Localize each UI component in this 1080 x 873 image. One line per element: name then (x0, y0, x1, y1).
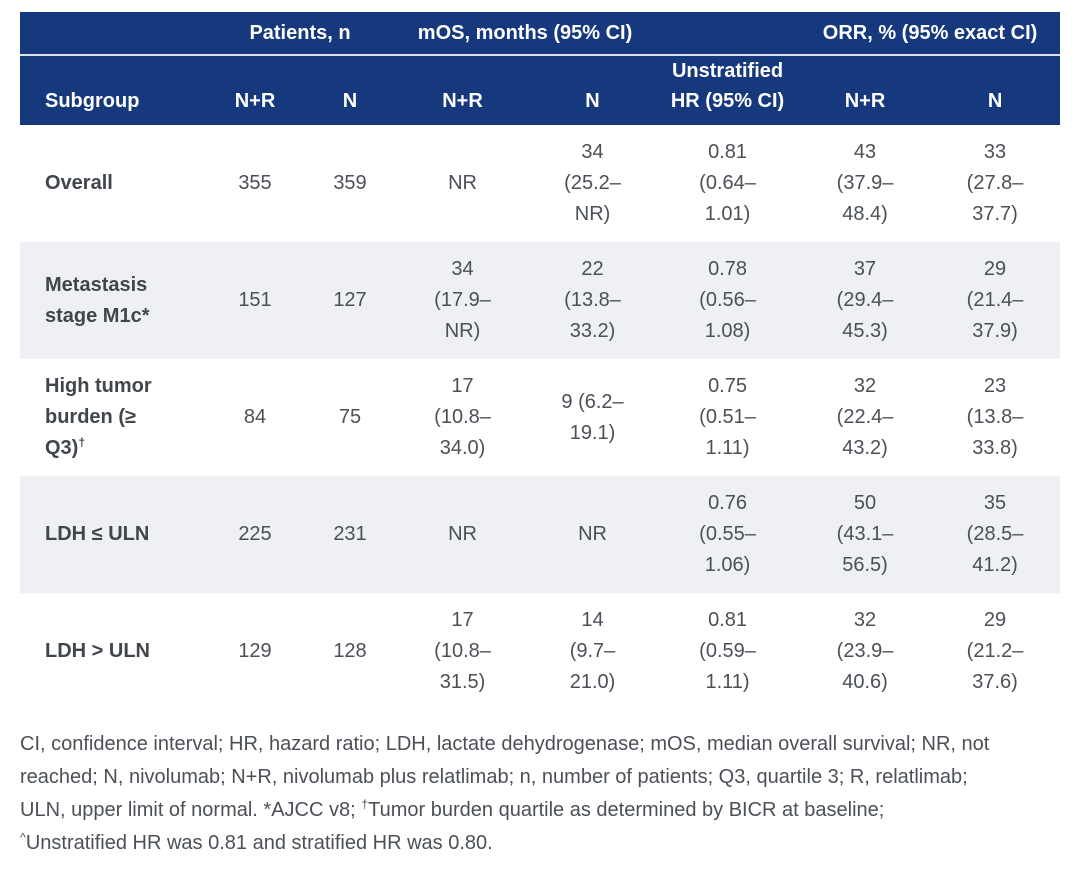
cell-m1c-patients-n: 127 (305, 242, 396, 359)
cell-ldhle-patients-nr: 225 (205, 476, 305, 593)
cell-ldhgt-mos-n: 14 (9.7– 21.0) (569, 609, 616, 693)
cell-ldhgt-patients-n: 128 (333, 640, 367, 662)
cell-overall-orr-nr: 43 (37.9– 48.4) (836, 141, 894, 225)
cell-overall-mos-nr: NR (448, 172, 477, 194)
cell-m1c-hr: 0.78 (0.56– 1.08) (655, 242, 801, 359)
row-label-text: High tumor burden (≥ Q3) (45, 375, 152, 459)
table-row-metastasis-m1c: Metastasis stage M1c* 151 127 34 (17.9– … (20, 242, 1061, 359)
cell-m1c-orr-nr: 37 (29.4– 45.3) (800, 242, 931, 359)
cell-ldhgt-patients-nr: 129 (238, 640, 272, 662)
group-header-spacer-subgroup (20, 12, 205, 56)
footnote-text: Unstratified HR was 0.81 and stratified … (25, 832, 493, 854)
group-header-orr: ORR, % (95% exact CI) (800, 12, 1061, 56)
cell-htb-mos-nr: 17 (10.8– 34.0) (434, 375, 491, 459)
cell-ldhgt-hr: 0.81 (0.59– 1.11) (699, 609, 756, 693)
row-label-text: LDH ≤ ULN (45, 523, 150, 545)
row-label-text: Metastasis stage M1c* (45, 273, 150, 327)
cell-overall-orr-n: 33 (27.8– 37.7) (966, 141, 1024, 225)
table-row-high-tumor-burden: High tumor burden (≥ Q3)† 84 75 17 (10.8… (20, 359, 1060, 476)
row-label-high-tumor-burden: High tumor burden (≥ Q3)† (20, 359, 205, 476)
cell-htb-mos-n: 9 (6.2– 19.1) (561, 390, 624, 444)
cell-overall-patients-n: 359 (333, 172, 367, 194)
cell-htb-hr: 0.75 (0.51– 1.11) (699, 375, 756, 459)
cell-m1c-orr-n: 29 (21.4– 37.9) (930, 242, 1061, 359)
col-header-mos-n: N (530, 55, 656, 125)
col-header-orr-nr: N+R (800, 55, 931, 125)
cell-m1c-mos-n: 22 (13.8– 33.2) (530, 242, 656, 359)
cell-htb-patients-n: 75 (338, 406, 362, 428)
col-header-mos-nr: N+R (395, 55, 531, 125)
cell-ldhgt-orr-nr: 32 (23.9– 40.6) (836, 609, 894, 693)
abbreviations-footnote: CI, confidence interval; HR, hazard rati… (20, 728, 995, 860)
footnote-text: CI, confidence interval; HR, hazard rati… (20, 733, 990, 821)
row-label-text: LDH > ULN (45, 640, 150, 662)
group-header-spacer-hr (655, 12, 801, 56)
cell-m1c-mos-nr: 34 (17.9– NR) (395, 242, 531, 359)
cell-htb-patients-nr: 84 (243, 406, 267, 428)
cell-overall-patients-nr: 355 (238, 172, 272, 194)
col-header-orr-n: N (930, 55, 1061, 125)
dagger-footmark: † (361, 797, 369, 812)
group-header-row: Patients, n mOS, months (95% CI) ORR, % … (20, 12, 1061, 56)
cell-ldhle-patients-n: 231 (305, 476, 396, 593)
col-header-hr: Unstratified HR (95% CI) (655, 55, 801, 125)
cell-ldhgt-mos-nr: 17 (10.8– 31.5) (434, 609, 491, 693)
cell-ldhle-hr: 0.76 (0.55– 1.06) (655, 476, 801, 593)
row-label-ldh-le-uln: LDH ≤ ULN (20, 476, 205, 593)
group-header-mos: mOS, months (95% CI) (395, 12, 656, 56)
col-header-subgroup: Subgroup (20, 55, 205, 125)
cell-ldhle-mos-n: NR (530, 476, 656, 593)
cell-htb-orr-n: 23 (13.8– 33.8) (966, 375, 1024, 459)
row-label-metastasis-m1c: Metastasis stage M1c* (20, 242, 205, 359)
group-header-patients: Patients, n (205, 12, 396, 56)
footnote-text: Tumor burden quartile as determined by B… (368, 799, 885, 821)
cell-overall-hr: 0.81 (0.64– 1.01) (699, 141, 756, 225)
column-header-row: Subgroup N+R N N+R N Unstratified HR (95… (20, 55, 1061, 125)
caret-footmark: ^ (20, 830, 26, 845)
table-row-ldh-gt-uln: LDH > ULN 129 128 17 (10.8– 31.5) 14 (9.… (20, 593, 1060, 710)
cell-ldhle-orr-nr: 50 (43.1– 56.5) (800, 476, 931, 593)
table-row-ldh-le-uln: LDH ≤ ULN 225 231 NR NR 0.76 (0.55– 1.06… (20, 476, 1061, 593)
cell-ldhgt-orr-n: 29 (21.2– 37.6) (966, 609, 1024, 693)
dagger-footmark: † (78, 435, 86, 450)
col-header-patients-nr: N+R (205, 55, 305, 125)
table-row-overall: Overall 355 359 NR 34 (25.2– NR) 0.81 (0… (20, 125, 1060, 242)
cell-ldhle-orr-n: 35 (28.5– 41.2) (930, 476, 1061, 593)
col-header-patients-n: N (305, 55, 396, 125)
cell-ldhle-mos-nr: NR (395, 476, 531, 593)
row-label-ldh-gt-uln: LDH > ULN (20, 593, 205, 710)
subgroup-analysis-table: Patients, n mOS, months (95% CI) ORR, % … (20, 12, 1061, 710)
cell-m1c-patients-nr: 151 (205, 242, 305, 359)
cell-htb-orr-nr: 32 (22.4– 43.2) (836, 375, 894, 459)
cell-overall-mos-n: 34 (25.2– NR) (564, 141, 621, 225)
row-label-text: Overall (45, 172, 113, 194)
row-label-overall: Overall (20, 125, 205, 242)
